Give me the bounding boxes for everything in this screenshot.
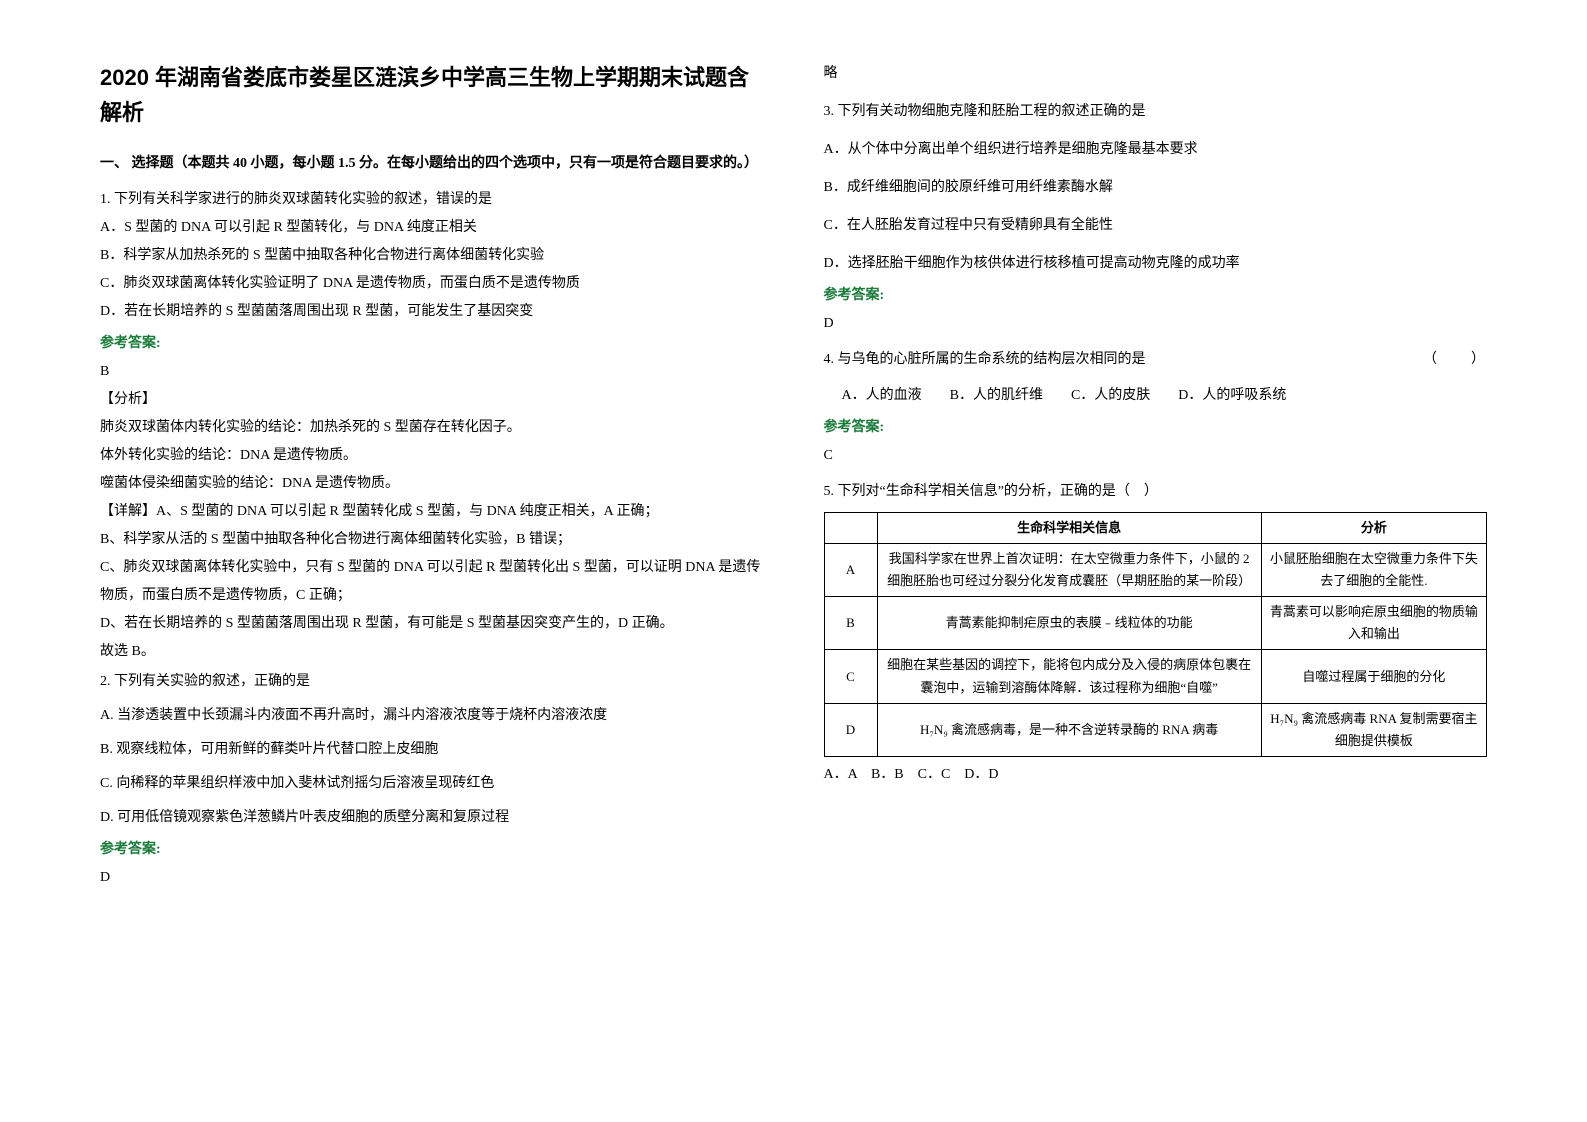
q2-option-b: B. 观察线粒体，可用新鲜的藓类叶片代替口腔上皮细胞 bbox=[100, 736, 764, 764]
q3-answer-label: 参考答案: bbox=[824, 282, 1488, 310]
q4-answer: C bbox=[824, 442, 1488, 470]
row-b-analysis: 青蒿素可以影响疟原虫细胞的物质输入和输出 bbox=[1261, 597, 1486, 650]
row-a-label: A bbox=[824, 544, 877, 597]
omitted-text: 略 bbox=[824, 60, 1488, 88]
q4-options: A．人的血液 B．人的肌纤维 C．人的皮肤 D．人的呼吸系统 bbox=[824, 382, 1488, 410]
row-a-analysis: 小鼠胚胎细胞在太空微重力条件下失去了细胞的全能性. bbox=[1261, 544, 1486, 597]
q1-answer-label: 参考答案: bbox=[100, 330, 764, 358]
row-c-info: 细胞在某些基因的调控下，能将包内成分及入侵的病原体包裹在囊泡中，运输到溶酶体降解… bbox=[877, 650, 1261, 703]
table-row-a: A 我国科学家在世界上首次证明：在太空微重力条件下，小鼠的 2 细胞胚胎也可经过… bbox=[824, 544, 1487, 597]
q1-detail-b: B、科学家从活的 S 型菌中抽取各种化合物进行离体细菌转化实验，B 错误； bbox=[100, 526, 764, 554]
q1-option-b: B．科学家从加热杀死的 S 型菌中抽取各种化合物进行离体细菌转化实验 bbox=[100, 242, 764, 270]
th-analysis: 分析 bbox=[1261, 513, 1486, 544]
row-b-label: B bbox=[824, 597, 877, 650]
table-row-c: C 细胞在某些基因的调控下，能将包内成分及入侵的病原体包裹在囊泡中，运输到溶酶体… bbox=[824, 650, 1487, 703]
q4-stem-row: 4. 与乌龟的心脏所属的生命系统的结构层次相同的是 （ ） bbox=[824, 346, 1488, 374]
page-title: 2020 年湖南省娄底市娄星区涟滨乡中学高三生物上学期期末试题含解析 bbox=[100, 60, 764, 130]
left-column: 2020 年湖南省娄底市娄星区涟滨乡中学高三生物上学期期末试题含解析 一、 选择… bbox=[100, 60, 764, 1062]
q1-analysis-2: 体外转化实验的结论：DNA 是遗传物质。 bbox=[100, 442, 764, 470]
q1-option-a: A．S 型菌的 DNA 可以引起 R 型菌转化，与 DNA 纯度正相关 bbox=[100, 214, 764, 242]
q1-detail-end: 故选 B。 bbox=[100, 638, 764, 666]
q1-answer: B bbox=[100, 358, 764, 386]
row-a-info: 我国科学家在世界上首次证明：在太空微重力条件下，小鼠的 2 细胞胚胎也可经过分裂… bbox=[877, 544, 1261, 597]
q3-option-b: B．成纤维细胞间的胶原纤维可用纤维素酶水解 bbox=[824, 174, 1488, 202]
q3-option-a: A．从个体中分离出单个组织进行培养是细胞克隆最基本要求 bbox=[824, 136, 1488, 164]
table-row-d: D H₇N₉ 禽流感病毒，是一种不含逆转录酶的 RNA 病毒 H₇N₉ 禽流感病… bbox=[824, 703, 1487, 756]
q4-answer-label: 参考答案: bbox=[824, 414, 1488, 442]
q1-stem: 1. 下列有关科学家进行的肺炎双球菌转化实验的叙述，错误的是 bbox=[100, 186, 764, 214]
q5-stem: 5. 下列对“生命科学相关信息”的分析，正确的是（ ） bbox=[824, 478, 1488, 506]
table-header-row: 生命科学相关信息 分析 bbox=[824, 513, 1487, 544]
q1-analysis-label: 【分析】 bbox=[100, 386, 764, 414]
row-c-label: C bbox=[824, 650, 877, 703]
table-row-b: B 青蒿素能抑制疟原虫的表膜﹣线粒体的功能 青蒿素可以影响疟原虫细胞的物质输入和… bbox=[824, 597, 1487, 650]
q4-stem: 4. 与乌龟的心脏所属的生命系统的结构层次相同的是 bbox=[824, 346, 1146, 374]
row-b-info: 青蒿素能抑制疟原虫的表膜﹣线粒体的功能 bbox=[877, 597, 1261, 650]
q1-detail-d: D、若在长期培养的 S 型菌菌落周围出现 R 型菌，有可能是 S 型菌基因突变产… bbox=[100, 610, 764, 638]
right-column: 略 3. 下列有关动物细胞克隆和胚胎工程的叙述正确的是 A．从个体中分离出单个组… bbox=[824, 60, 1488, 1062]
section-heading: 一、 选择题（本题共 40 小题，每小题 1.5 分。在每小题给出的四个选项中，… bbox=[100, 150, 764, 178]
q5-options: A．A B．B C．C D．D bbox=[824, 761, 1488, 789]
q1-detail-a: 【详解】A、S 型菌的 DNA 可以引起 R 型菌转化成 S 型菌，与 DNA … bbox=[100, 498, 764, 526]
q2-option-d: D. 可用低倍镜观察紫色洋葱鳞片叶表皮细胞的质壁分离和复原过程 bbox=[100, 804, 764, 832]
q2-stem: 2. 下列有关实验的叙述，正确的是 bbox=[100, 668, 764, 696]
q2-answer: D bbox=[100, 864, 764, 892]
q3-option-c: C．在人胚胎发育过程中只有受精卵具有全能性 bbox=[824, 212, 1488, 240]
q1-detail-c: C、肺炎双球菌离体转化实验中，只有 S 型菌的 DNA 可以引起 R 型菌转化出… bbox=[100, 554, 764, 610]
q1-option-d: D．若在长期培养的 S 型菌菌落周围出现 R 型菌，可能发生了基因突变 bbox=[100, 298, 764, 326]
q4-parentheses: （ ） bbox=[1423, 346, 1487, 374]
q2-option-c: C. 向稀释的苹果组织样液中加入斐林试剂摇匀后溶液呈现砖红色 bbox=[100, 770, 764, 798]
row-c-analysis: 自噬过程属于细胞的分化 bbox=[1261, 650, 1486, 703]
row-d-info: H₇N₉ 禽流感病毒，是一种不含逆转录酶的 RNA 病毒 bbox=[877, 703, 1261, 756]
row-d-label: D bbox=[824, 703, 877, 756]
th-blank bbox=[824, 513, 877, 544]
q3-option-d: D．选择胚胎干细胞作为核供体进行核移植可提高动物克隆的成功率 bbox=[824, 250, 1488, 278]
q3-answer: D bbox=[824, 310, 1488, 338]
q3-stem: 3. 下列有关动物细胞克隆和胚胎工程的叙述正确的是 bbox=[824, 98, 1488, 126]
q1-option-c: C．肺炎双球菌离体转化实验证明了 DNA 是遗传物质，而蛋白质不是遗传物质 bbox=[100, 270, 764, 298]
th-info: 生命科学相关信息 bbox=[877, 513, 1261, 544]
q1-analysis-3: 噬菌体侵染细菌实验的结论：DNA 是遗传物质。 bbox=[100, 470, 764, 498]
q2-answer-label: 参考答案: bbox=[100, 836, 764, 864]
q2-option-a: A. 当渗透装置中长颈漏斗内液面不再升高时，漏斗内溶液浓度等于烧杯内溶液浓度 bbox=[100, 702, 764, 730]
q5-table: 生命科学相关信息 分析 A 我国科学家在世界上首次证明：在太空微重力条件下，小鼠… bbox=[824, 512, 1488, 757]
q1-analysis-1: 肺炎双球菌体内转化实验的结论：加热杀死的 S 型菌存在转化因子。 bbox=[100, 414, 764, 442]
row-d-analysis: H₇N₉ 禽流感病毒 RNA 复制需要宿主细胞提供模板 bbox=[1261, 703, 1486, 756]
